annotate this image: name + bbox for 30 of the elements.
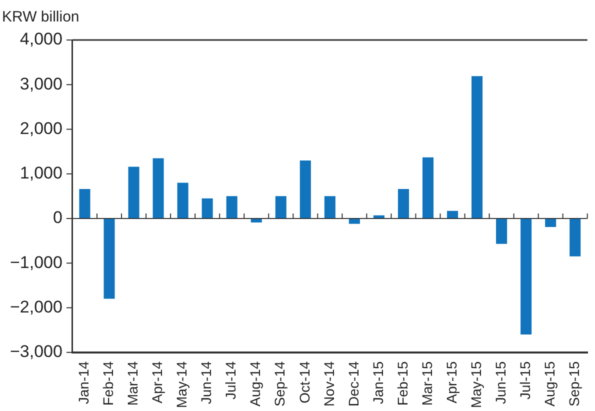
y-tick-label: −2,000 [10,297,62,316]
x-tick-label: Apr-15 [443,361,460,404]
x-tick-label: Feb-14 [100,361,116,406]
x-tick-label: Jan-15 [370,361,386,404]
x-tick-label: Mar-14 [124,361,141,406]
x-tick-label: Dec-14 [345,361,362,406]
x-tick-label: Mar-15 [418,361,435,406]
x-tick-label: Apr-14 [149,361,166,404]
y-tick-label: 2,000 [20,118,62,138]
x-tick-label: Jun-14 [198,361,214,404]
x-tick-label: Jul-14 [222,361,239,400]
y-tick-label: −1,000 [10,252,62,272]
x-tick-label: Nov-14 [320,361,337,406]
x-tick-label: Jul-15 [516,361,533,400]
x-tick-label: Feb-15 [394,361,410,406]
x-tick-label: Sep-14 [272,361,288,406]
y-tick-label: 4,000 [20,30,62,49]
y-axis-title: KRW billion [2,8,80,26]
x-tick-label: Jun-15 [492,361,508,404]
y-tick-label: 0 [53,208,62,228]
x-tick-label: Aug-14 [247,361,264,406]
x-tick-label: Aug-15 [541,361,558,406]
y-tick-label: −3,000 [10,342,62,362]
y-tick-label: 3,000 [20,74,62,94]
x-tick-label: May-14 [174,361,190,408]
y-tick-label: 1,000 [20,164,62,183]
x-tick-label: Sep-15 [566,361,582,406]
x-tick-label: Oct-14 [296,361,312,404]
x-tick-label: May-15 [468,361,484,408]
x-tick-label: Jan-14 [76,361,92,404]
